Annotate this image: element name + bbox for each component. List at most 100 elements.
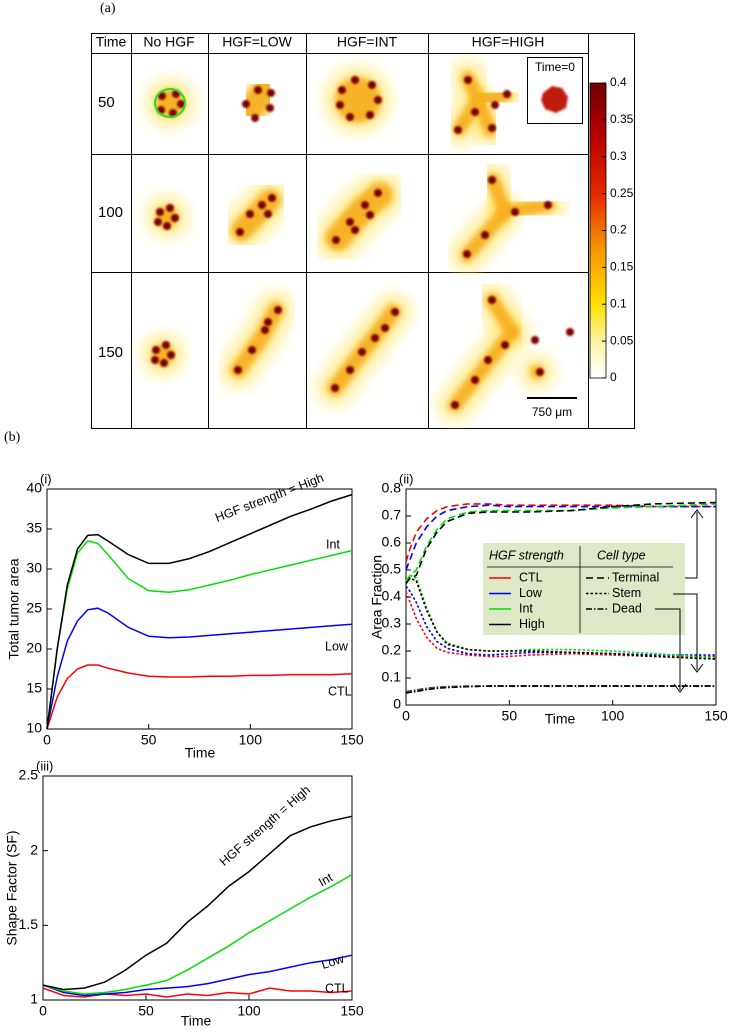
necrotic-core: [160, 359, 168, 367]
y-tick-label: 1.5: [19, 916, 39, 932]
y-tick-label: 40: [26, 480, 42, 496]
series-label: CTL: [328, 684, 352, 698]
necrotic-core: [484, 356, 492, 364]
panel-label: (b): [4, 430, 21, 445]
necrotic-core: [251, 114, 259, 122]
necrotic-core: [163, 222, 171, 230]
necrotic-core: [464, 76, 472, 84]
panel-label: (ii): [399, 471, 413, 486]
colorbar-tick-label: 0.35: [610, 112, 634, 126]
x-tick-label: 50: [502, 708, 518, 724]
necrotic-core: [162, 341, 170, 349]
plot-frame: [42, 775, 353, 1001]
y-tick-label: 0.3: [382, 615, 402, 631]
pointer-arrow: [685, 512, 698, 579]
tumor-region: [239, 79, 277, 121]
necrotic-core: [536, 368, 544, 376]
necrotic-core: [361, 201, 369, 209]
series-line: [46, 664, 353, 730]
colorbar-tick-label: 0.3: [610, 149, 627, 163]
necrotic-core: [236, 228, 244, 236]
necrotic-core: [166, 204, 174, 212]
necrotic-core: [391, 308, 399, 316]
y-tick-label: 35: [26, 520, 42, 536]
series-line: [42, 873, 353, 995]
column-header: HGF=LOW: [222, 34, 292, 50]
necrotic-core: [488, 124, 496, 132]
necrotic-core: [374, 96, 382, 104]
y-tick-label: 0.5: [382, 561, 402, 577]
necrotic-core: [566, 328, 574, 336]
y-tick-label: 20: [26, 640, 42, 656]
necrotic-core: [491, 101, 499, 109]
x-tick-label: 100: [237, 1003, 261, 1019]
y-axis-label: Shape Factor (SF): [4, 830, 20, 945]
x-axis-label: Time: [185, 745, 216, 761]
necrotic-core: [156, 208, 164, 216]
colorbar-tick-label: 0.1: [610, 296, 627, 310]
necrotic-core: [451, 401, 459, 409]
image-grid: [91, 33, 635, 429]
x-tick-label: 150: [704, 708, 728, 724]
series-label: HGF strength = High: [217, 783, 313, 869]
necrotic-core: [264, 318, 272, 326]
pointer-arrow: [690, 663, 704, 673]
series-line: [42, 954, 353, 997]
necrotic-core: [511, 208, 519, 216]
necrotic-core: [151, 356, 159, 364]
row-label: 100: [98, 204, 123, 221]
necrotic-core: [332, 236, 340, 244]
tumor-region: [471, 93, 497, 137]
necrotic-core: [177, 100, 185, 108]
row-label: 50: [98, 94, 115, 111]
series-label: CTL: [325, 981, 349, 995]
series-line: [405, 574, 717, 659]
necrotic-core: [368, 81, 376, 89]
y-axis-label: Area Fraction: [369, 555, 385, 639]
x-tick-label: 0: [39, 1003, 47, 1019]
series-line: [42, 815, 353, 991]
series-line: [405, 591, 716, 658]
x-tick-label: 50: [138, 1003, 154, 1019]
y-tick-label: 0.4: [382, 588, 402, 604]
x-tick-label: 150: [340, 1003, 364, 1019]
column-header: Time: [96, 34, 127, 50]
series-line: [405, 503, 717, 582]
y-tick-label: 30: [26, 560, 42, 576]
necrotic-core: [463, 250, 471, 258]
colorbar-tick-label: 0.25: [610, 186, 634, 200]
x-tick-label: 0: [43, 732, 51, 748]
inset-label: Time=0: [535, 60, 575, 74]
legend-label: Int: [519, 601, 533, 615]
column-header: HGF=HIGH: [472, 34, 545, 50]
necrotic-core: [248, 346, 256, 354]
tumor-outline: [154, 88, 186, 118]
column-header: HGF=INT: [337, 34, 398, 50]
necrotic-core: [346, 113, 354, 121]
series-line: [405, 577, 717, 660]
necrotic-core: [336, 101, 344, 109]
series-line: [405, 503, 716, 563]
y-tick-label: 1: [30, 991, 38, 1007]
necrotic-core: [274, 306, 282, 314]
legend-label: Terminal: [612, 570, 659, 584]
necrotic-core: [331, 384, 339, 392]
y-tick-label: 2.5: [19, 767, 39, 783]
y-tick-label: 0: [393, 696, 401, 712]
necrotic-core: [167, 351, 175, 359]
necrotic-core: [358, 348, 366, 356]
series-label: Low: [320, 951, 347, 972]
legend-box: [483, 543, 685, 635]
x-axis-label: Time: [181, 1013, 212, 1029]
necrotic-core: [381, 324, 389, 332]
y-tick-label: 0.1: [382, 669, 402, 685]
series-label: Int: [316, 870, 335, 889]
legend-label: High: [519, 617, 545, 631]
y-tick-label: 0.6: [382, 534, 402, 550]
colorbar-tick-label: 0.15: [610, 260, 634, 274]
necrotic-core: [454, 126, 462, 134]
necrotic-core: [346, 218, 354, 226]
series-label: Low: [325, 639, 349, 653]
necrotic-core: [531, 336, 539, 344]
